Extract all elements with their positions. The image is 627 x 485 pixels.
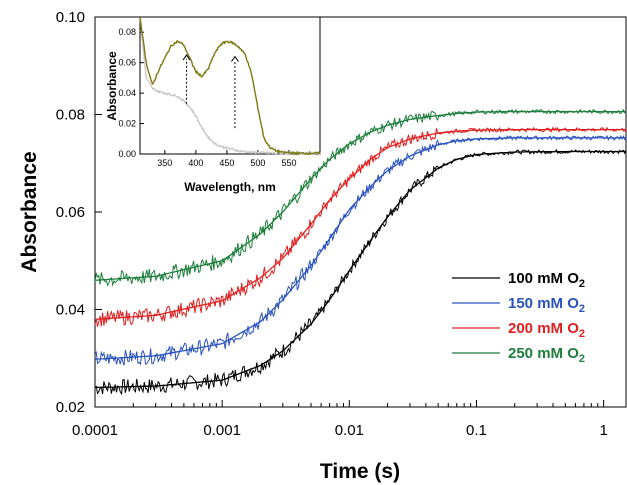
y-tick-label: 0.04 [56,302,85,319]
series-fit-line [95,130,626,320]
inset-x-tick-label: 550 [281,158,296,168]
inset-x-tick-label: 350 [157,158,172,168]
x-axis-title: Time (s) [320,460,400,483]
inset-frame [140,17,320,154]
inset-y-tick-label: 0.00 [118,149,136,159]
y-tick-label: 0.10 [56,9,85,26]
main-axis-ticks: 0.0001 0.001 0.01 0.1 1 0.02 0.04 0.06 0.08 0.10 [56,9,608,439]
y-tick-label: 0.02 [56,399,85,416]
inset-x-tick-label: 500 [250,158,265,168]
legend: 100 mM O2 150 mM O2 200 mM O2 250 mM O2 [452,270,585,365]
inset-y-axis-title: Absorbance [105,51,119,121]
x-tick-label: 0.0001 [72,422,118,439]
inset-x-axis-title: Wavelength, nm [184,180,276,194]
inset-y-tick-label: 0.08 [118,27,136,37]
legend-label: 100 mM O2 [508,270,585,290]
inset-x-tick-label: 400 [188,158,203,168]
legend-label: 200 mM O2 [508,320,585,340]
x-tick-label: 0.01 [335,422,364,439]
inset-y-tick-label: 0.02 [118,119,136,129]
legend-label: 250 mM O2 [508,345,585,365]
legend-label: 150 mM O2 [508,295,585,315]
inset-x-tick-label: 450 [219,158,234,168]
y-tick-label: 0.08 [56,107,85,124]
x-tick-label: 0.001 [203,422,241,439]
inset-chart: 350 400 450 500 550 0.00 0.02 0.04 0.06 0.08 Wave… [105,17,320,194]
x-tick-label: 1 [599,422,607,439]
inset-y-tick-label: 0.04 [118,88,136,98]
y-axis-title: Absorbance [18,151,41,272]
inset-y-tick-label: 0.06 [118,58,136,68]
y-tick-label: 0.06 [56,204,85,221]
x-tick-label: 0.1 [466,422,487,439]
